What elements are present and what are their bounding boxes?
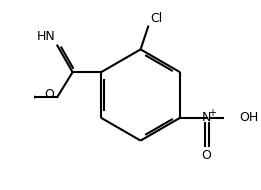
Text: O: O <box>45 89 55 101</box>
Text: O: O <box>202 149 212 162</box>
Text: Cl: Cl <box>150 12 162 25</box>
Text: OH: OH <box>239 111 258 124</box>
Text: HN: HN <box>37 30 56 43</box>
Text: N: N <box>202 111 211 124</box>
Text: +: + <box>208 108 216 118</box>
